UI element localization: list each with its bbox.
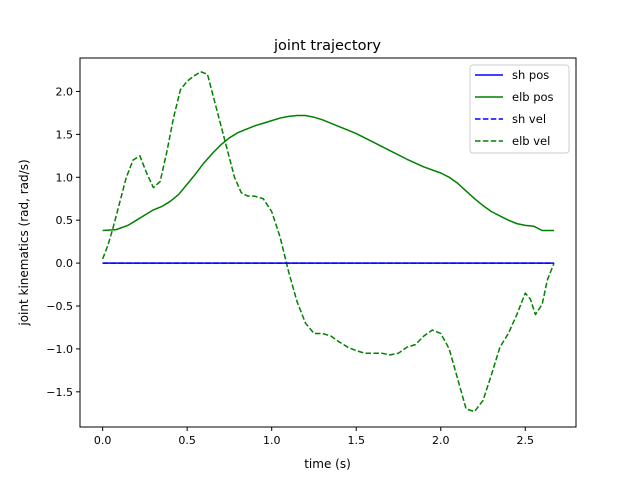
y-tick-label: 0.5 <box>56 214 74 227</box>
legend-label-elb-pos: elb pos <box>512 90 554 104</box>
y-tick-label: −1.5 <box>46 386 73 399</box>
y-tick-label: 1.5 <box>56 128 74 141</box>
y-tick-label: 2.0 <box>56 85 74 98</box>
series-line-elb-pos <box>102 114 555 232</box>
y-tick-label: 1.0 <box>56 171 74 184</box>
series-line-elb-vel <box>101 70 555 413</box>
y-tick-label: −1.0 <box>46 343 73 356</box>
x-axis-label: time (s) <box>304 457 351 471</box>
series-lines <box>101 70 555 413</box>
y-axis: −1.5 −1.0 −0.5 0.0 0.5 1.0 1.5 2.0 <box>46 85 80 399</box>
legend-box <box>469 64 570 154</box>
y-tick-label: −0.5 <box>46 300 73 313</box>
legend: sh pos elb pos sh vel elb vel <box>469 64 570 154</box>
x-tick-label: 2.0 <box>432 434 450 447</box>
x-tick-label: 1.0 <box>263 434 281 447</box>
y-axis-label: joint kinematics (rad, rad/s) <box>17 159 31 326</box>
plot-frame <box>79 57 577 428</box>
x-tick-label: 0.0 <box>94 434 112 447</box>
legend-label-elb-vel: elb vel <box>512 134 550 148</box>
x-axis: 0.0 0.5 1.0 1.5 2.0 2.5 <box>94 427 534 447</box>
x-tick-label: 0.5 <box>178 434 196 447</box>
x-tick-label: 2.5 <box>517 434 535 447</box>
legend-label-sh-vel: sh vel <box>512 112 546 126</box>
x-tick-label: 1.5 <box>347 434 365 447</box>
legend-label-sh-pos: sh pos <box>512 68 549 82</box>
chart-title: joint trajectory <box>273 38 381 54</box>
y-tick-label: 0.0 <box>56 257 74 270</box>
